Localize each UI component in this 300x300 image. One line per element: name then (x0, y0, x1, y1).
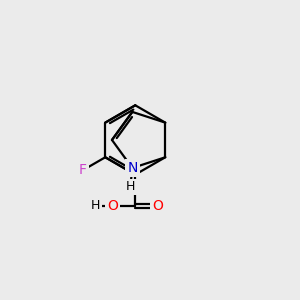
Text: H: H (126, 180, 135, 194)
Text: F: F (79, 163, 87, 177)
Text: H: H (91, 199, 100, 212)
Text: O: O (107, 199, 118, 213)
Text: N: N (127, 161, 137, 175)
Text: O: O (152, 199, 163, 213)
